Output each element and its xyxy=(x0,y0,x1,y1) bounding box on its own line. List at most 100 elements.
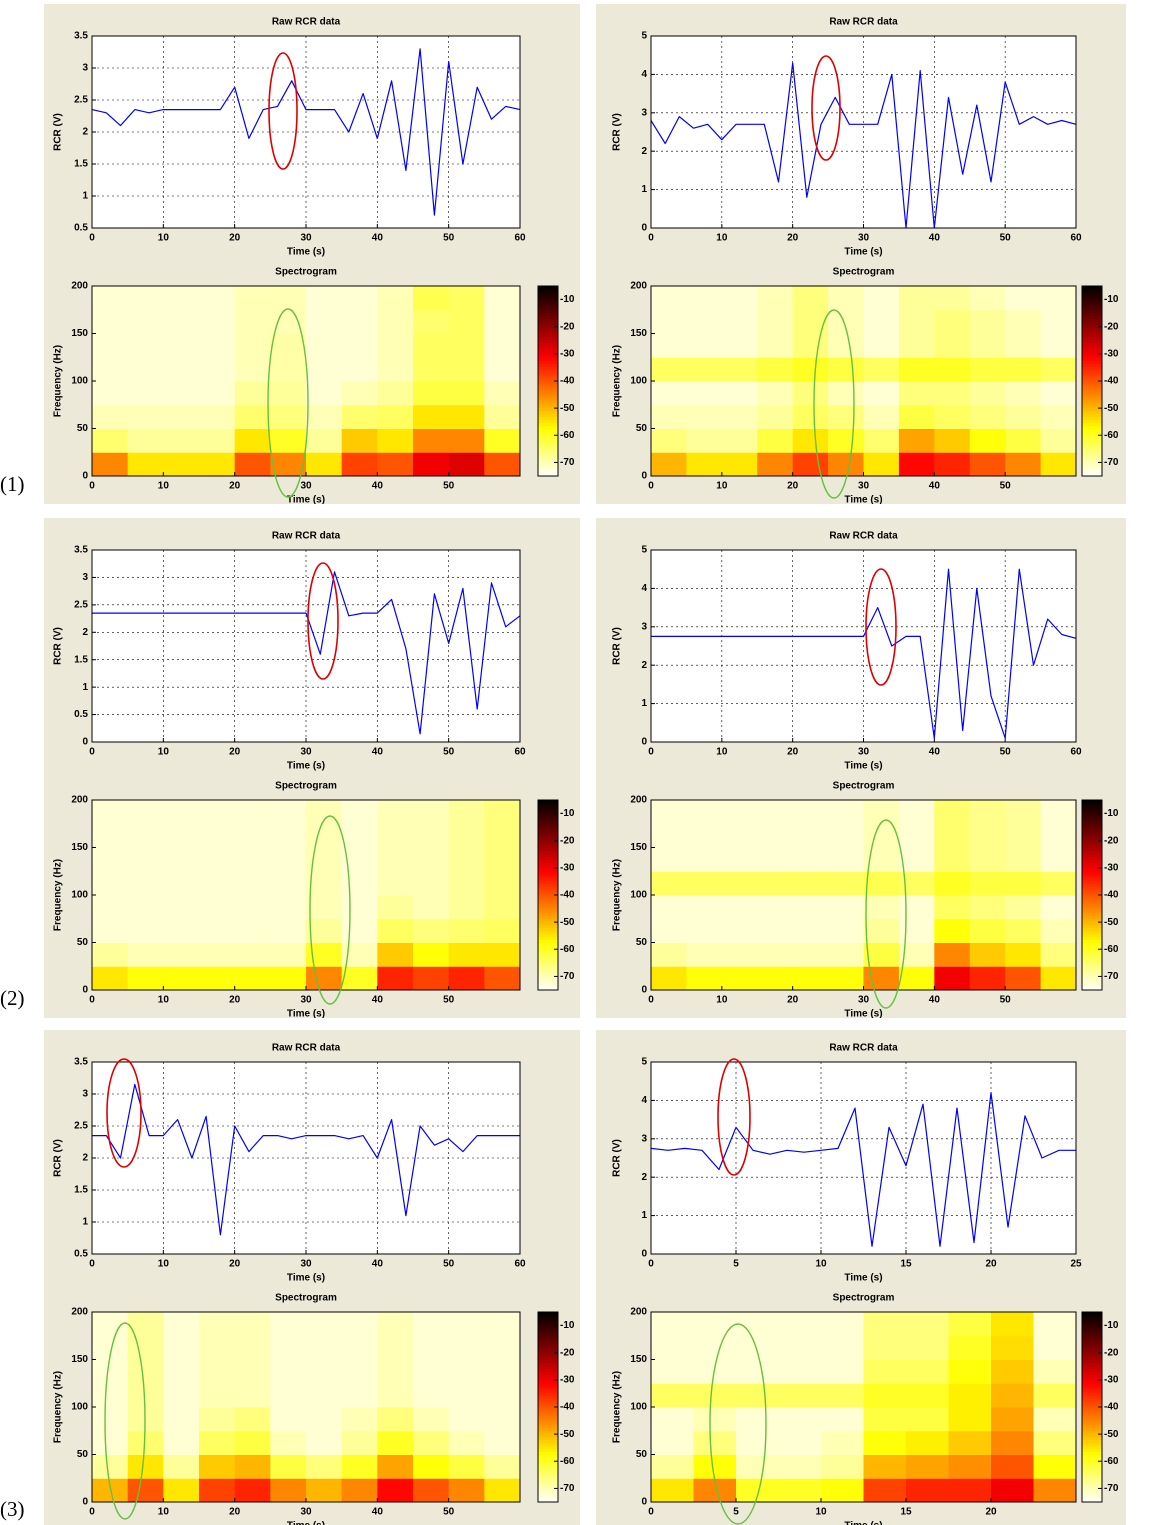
spectrogram-cell xyxy=(969,333,1006,358)
colorbar-tick-label: -60 xyxy=(560,944,575,955)
spectrogram-cell xyxy=(948,1359,992,1384)
spectrogram-cell xyxy=(948,1383,992,1408)
x-tick-label: 10 xyxy=(716,481,728,492)
spectrogram-cell xyxy=(484,942,521,967)
colorbar-cell xyxy=(538,820,558,825)
spectrogram-cell xyxy=(693,1335,737,1360)
spectrogram-cell xyxy=(792,357,829,382)
spectrogram-cell xyxy=(341,966,378,991)
colorbar-cell xyxy=(1082,1323,1102,1328)
colorbar-cell xyxy=(1082,351,1102,355)
x-tick-label: 0 xyxy=(648,481,654,492)
spectrogram-cell xyxy=(934,895,971,920)
spectrogram-cell xyxy=(127,404,164,429)
spectrogram-cell xyxy=(413,428,450,453)
colorbar-cell xyxy=(538,969,558,973)
x-tick-label: 0 xyxy=(648,233,654,244)
colorbar-cell xyxy=(538,407,558,412)
colorbar-cell xyxy=(538,1326,558,1331)
spectrogram-cell xyxy=(969,428,1006,453)
colorbar-cell xyxy=(538,874,558,878)
x-tick-label: 20 xyxy=(229,995,241,1006)
spectrogram-cell xyxy=(1033,1430,1077,1455)
colorbar-cell xyxy=(538,351,558,355)
spectrogram-cell xyxy=(651,895,687,920)
y-tick-label: 100 xyxy=(630,376,647,387)
colorbar-cell xyxy=(1082,1347,1102,1352)
colorbar-cell xyxy=(1082,808,1102,813)
spectrogram-cell xyxy=(341,871,378,896)
spectrogram-cell xyxy=(898,800,935,825)
y-axis-label: RCR (V) xyxy=(612,1139,623,1177)
colorbar-cell xyxy=(1082,1329,1102,1334)
spectrogram-cell xyxy=(448,1383,485,1408)
spectrogram-cell xyxy=(898,357,935,382)
spectrogram-cell xyxy=(969,847,1006,872)
colorbar-cell xyxy=(1082,378,1102,382)
spectrogram-cell xyxy=(651,871,687,896)
x-tick-label: 20 xyxy=(985,1259,997,1270)
spectrogram-cell xyxy=(377,1454,414,1479)
spectrogram-cell xyxy=(736,1335,779,1360)
spectrogram-cell xyxy=(199,381,236,406)
colorbar-cell xyxy=(538,811,558,816)
colorbar-cell xyxy=(538,889,558,893)
axes-frame xyxy=(650,1061,1077,1255)
colorbar-cell xyxy=(1082,410,1102,415)
spectrogram-cell xyxy=(270,800,307,825)
spectrogram-cell xyxy=(377,1312,414,1337)
spectrogram-cell xyxy=(234,357,271,382)
chart-title: Raw RCR data xyxy=(272,1043,341,1054)
colorbar-cell xyxy=(538,838,558,843)
spectrogram-cell xyxy=(127,381,164,406)
colorbar-cell xyxy=(538,464,558,468)
colorbar-cell xyxy=(538,903,558,908)
colorbar-cell xyxy=(1082,1421,1102,1426)
spectrogram-cell xyxy=(413,871,450,896)
colorbar-cell xyxy=(1082,1475,1102,1479)
spectrogram-cell xyxy=(969,918,1006,943)
spectrogram-cell xyxy=(898,895,935,920)
spectrogram-cell xyxy=(651,1383,694,1408)
spectrogram-cell xyxy=(234,309,271,334)
colorbar-cell xyxy=(1082,455,1102,459)
signal-line xyxy=(651,568,1077,739)
spectrogram-cell xyxy=(413,1407,450,1432)
x-axis-label: Time (s) xyxy=(844,1273,882,1284)
spectrogram-cell xyxy=(341,286,378,311)
spectrogram-cell xyxy=(792,428,829,453)
spectrogram-cell xyxy=(448,966,485,991)
x-tick-label: 40 xyxy=(929,233,941,244)
x-tick-label: 5 xyxy=(733,1259,739,1270)
spectrogram-cell xyxy=(234,847,271,872)
y-tick-label: 1 xyxy=(641,1210,647,1221)
x-tick-label: 0 xyxy=(89,1259,95,1270)
spectrogram-cell xyxy=(863,895,900,920)
chart-title: Spectrogram xyxy=(275,267,337,278)
chart-title: Raw RCR data xyxy=(829,1043,898,1054)
colorbar-cell xyxy=(538,1433,558,1438)
colorbar-cell xyxy=(538,434,558,438)
spectrogram-cell xyxy=(341,1478,378,1503)
spectrogram-cell xyxy=(377,333,414,358)
y-tick-label: 50 xyxy=(77,937,89,948)
x-tick-label: 25 xyxy=(1070,1259,1082,1270)
y-tick-label: 4 xyxy=(641,1095,647,1106)
colorbar-cell xyxy=(1082,404,1102,409)
spectrogram-cell xyxy=(651,800,687,825)
colorbar-cell xyxy=(1082,1439,1102,1444)
spectrogram-cell xyxy=(127,895,164,920)
colorbar-cell xyxy=(1082,392,1102,397)
colorbar-cell xyxy=(1082,470,1102,474)
y-tick-label: 3 xyxy=(641,107,647,118)
spectrogram-cell xyxy=(651,309,687,334)
spectrogram-cell xyxy=(341,333,378,358)
spectrogram-cell xyxy=(199,428,236,453)
spectrogram-cell xyxy=(828,428,864,453)
spectrogram-cell xyxy=(934,357,971,382)
colorbar-cell xyxy=(1082,395,1102,400)
colorbar-cell xyxy=(538,877,558,881)
y-axis-label: RCR (V) xyxy=(53,1139,64,1177)
spectrogram-cell xyxy=(1040,381,1077,406)
spectrogram-cell xyxy=(484,1383,521,1408)
